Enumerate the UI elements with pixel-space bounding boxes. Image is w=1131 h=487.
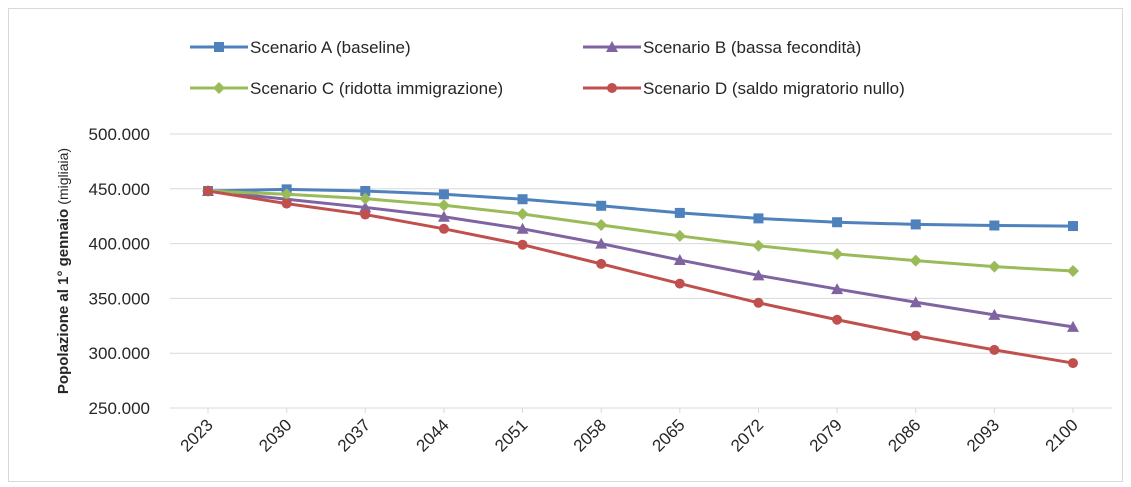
- marker: [203, 185, 213, 196]
- x-tick-label: 2079: [806, 415, 846, 455]
- x-tick-label: 2100: [1042, 415, 1082, 455]
- marker: [831, 248, 844, 261]
- series-line: [207, 189, 1074, 329]
- marker: [832, 217, 843, 228]
- marker: [438, 189, 449, 200]
- marker: [596, 200, 607, 211]
- marker: [281, 198, 292, 209]
- marker: [360, 209, 371, 220]
- marker: [753, 213, 764, 224]
- marker: [214, 42, 224, 52]
- marker: [1068, 221, 1078, 232]
- y-tick-label: 250.000: [89, 399, 150, 418]
- y-tick-label: 450.000: [89, 180, 150, 199]
- marker: [517, 239, 528, 250]
- marker: [753, 297, 764, 308]
- x-tick-label: 2023: [177, 415, 217, 455]
- marker: [832, 314, 843, 325]
- marker: [989, 220, 1000, 231]
- y-tick-label: 400.000: [89, 235, 150, 254]
- marker: [752, 239, 765, 252]
- marker: [280, 188, 293, 201]
- marker: [437, 199, 450, 212]
- marker: [606, 41, 618, 52]
- legend-label: Scenario A (baseline): [250, 38, 411, 57]
- x-tick-label: 2044: [413, 415, 453, 455]
- y-axis-label: Popolazione al 1° gennaio (migliaia): [55, 148, 72, 394]
- y-tick-label: 350.000: [89, 289, 150, 308]
- marker: [831, 283, 844, 295]
- marker: [516, 208, 529, 221]
- marker: [989, 344, 1000, 355]
- x-tick-label: 2086: [884, 415, 924, 455]
- marker: [437, 210, 450, 222]
- x-tick-label: 2093: [963, 415, 1003, 455]
- marker: [359, 201, 372, 213]
- marker: [596, 258, 607, 269]
- series-line: [207, 189, 1074, 273]
- legend-label: Scenario C (ridotta immigrazione): [250, 79, 503, 98]
- x-tick-label: 2072: [727, 415, 767, 455]
- marker: [595, 237, 608, 249]
- y-tick-label: 500.000: [89, 125, 150, 144]
- series-line: [207, 187, 1074, 228]
- marker: [516, 222, 529, 234]
- marker: [673, 229, 686, 242]
- marker: [988, 260, 1001, 273]
- marker: [595, 218, 608, 231]
- marker: [752, 269, 765, 281]
- x-tick-label: 2030: [255, 415, 295, 455]
- marker: [988, 308, 1001, 320]
- legend-label: Scenario B (bassa fecondità): [643, 38, 861, 57]
- marker: [910, 219, 921, 230]
- x-tick-label: 2065: [648, 415, 688, 455]
- marker: [910, 330, 921, 341]
- x-tick-label: 2051: [491, 415, 531, 455]
- marker: [607, 83, 617, 93]
- legend-label: Scenario D (saldo migratorio nullo): [643, 79, 905, 98]
- y-tick-label: 300.000: [89, 344, 150, 363]
- marker: [909, 254, 922, 267]
- y-axis-unit: (migliaia): [55, 148, 71, 205]
- marker: [674, 207, 685, 218]
- x-tick-label: 2037: [334, 415, 374, 455]
- marker: [909, 296, 922, 308]
- marker: [1067, 265, 1079, 277]
- marker: [213, 82, 225, 94]
- marker: [674, 278, 685, 289]
- marker: [360, 185, 371, 196]
- y-axis-title: Popolazione al 1° gennaio: [55, 209, 72, 394]
- series-line: [207, 189, 1074, 365]
- x-tick-label: 2058: [570, 415, 610, 455]
- chart-frame: [8, 8, 1123, 482]
- marker: [1068, 358, 1078, 369]
- marker: [1067, 320, 1079, 332]
- marker: [673, 254, 686, 266]
- marker: [438, 223, 449, 234]
- marker: [517, 194, 528, 205]
- marker: [359, 192, 372, 205]
